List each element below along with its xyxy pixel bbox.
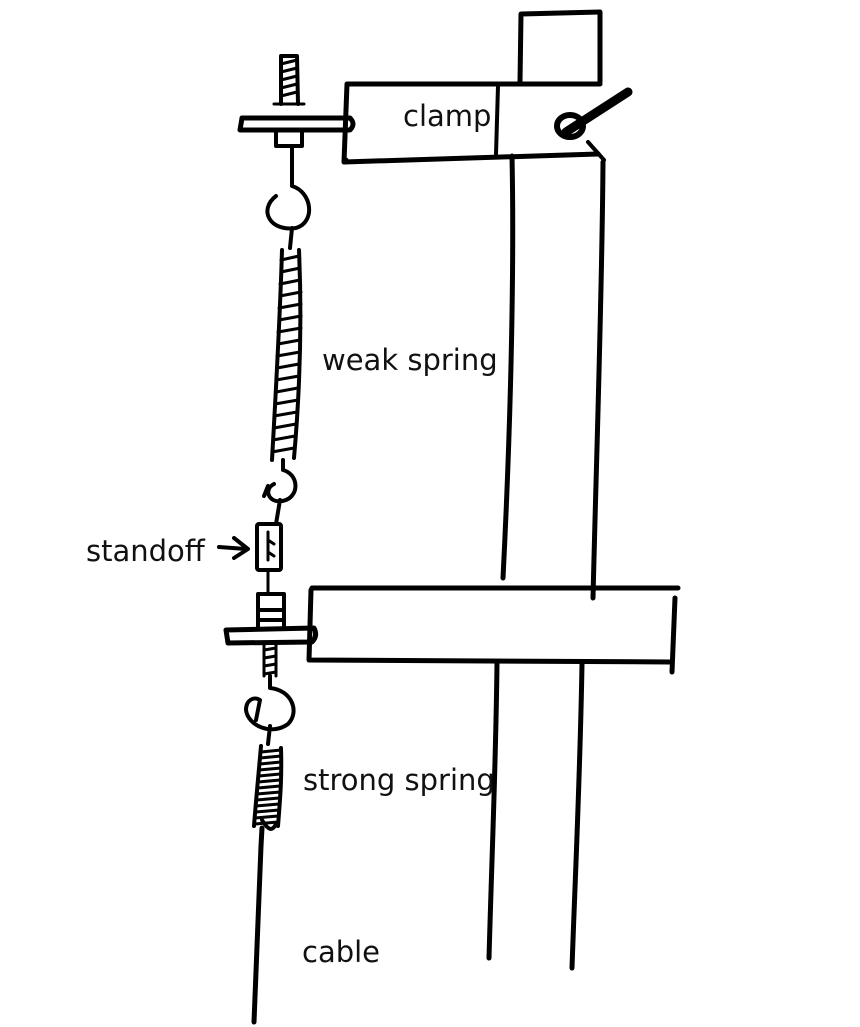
- top-post-stub: [517, 9, 603, 85]
- strong-spring-label: strong spring: [303, 763, 495, 797]
- lower-post-left-edge: [486, 659, 500, 961]
- lower-clamp-block: [306, 585, 681, 675]
- middle-hook-eye: [262, 458, 298, 526]
- top-washer-plate: [237, 115, 356, 133]
- cable-label: cable: [302, 935, 381, 969]
- lower-hook: [244, 674, 296, 746]
- lower-washer-plate: [223, 625, 319, 646]
- upper-post-left-edge: [500, 153, 516, 581]
- standoff-arrow-icon: [217, 536, 250, 560]
- lower-nut: [256, 592, 286, 630]
- strong-spring: [252, 744, 284, 831]
- clamp-label: clamp: [403, 99, 492, 133]
- standoff-label: standoff: [86, 534, 205, 568]
- clamp-screw-icon: [554, 87, 633, 162]
- lower-post-right-edge: [569, 661, 585, 971]
- top-nut: [274, 128, 304, 148]
- standoff: [255, 522, 283, 594]
- weak-spring-label: weak spring: [322, 343, 498, 377]
- upper-clamp-divider: [494, 84, 500, 156]
- top-threaded-bolt: [272, 54, 306, 106]
- weak-spring: [270, 248, 303, 462]
- upper-post-right-edge: [590, 159, 606, 601]
- lower-threaded-section: [262, 642, 278, 678]
- cable: [251, 825, 265, 1025]
- upper-hook: [265, 144, 312, 250]
